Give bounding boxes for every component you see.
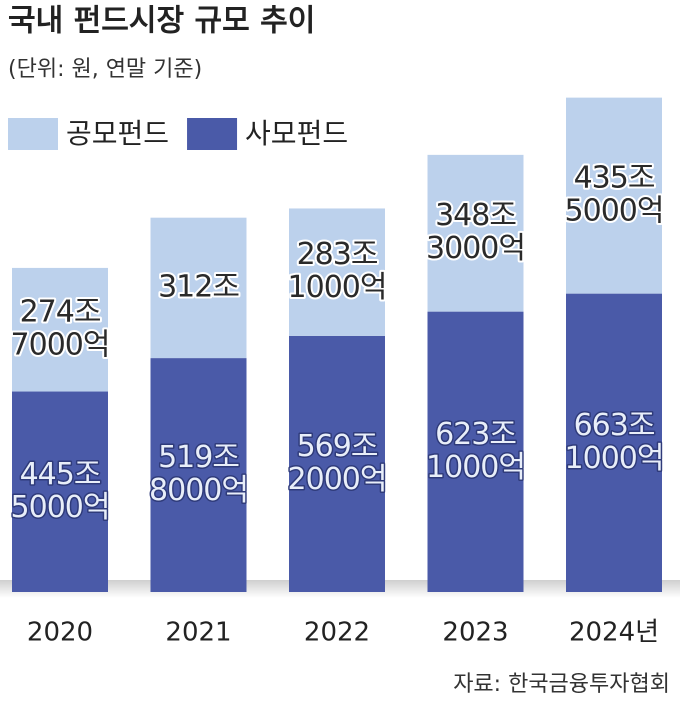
value-label: 445조 [20, 457, 101, 492]
source: 자료: 한국금융투자협회 [453, 672, 670, 697]
x-tick-label: 2022 [304, 618, 370, 648]
value-label: 274조 [20, 295, 101, 330]
bar-segment [12, 267, 108, 392]
x-tick-label: 2021 [165, 618, 231, 648]
value-label: 569조 [297, 429, 378, 464]
value-label: 5000억 [565, 194, 664, 229]
value-label: 519조 [158, 440, 239, 475]
value-label: 2000억 [288, 462, 387, 497]
value-label: 1000억 [565, 441, 664, 476]
value-label: 283조 [297, 237, 378, 272]
value-label: 7000억 [11, 328, 110, 363]
x-tick-label: 2024년 [569, 618, 659, 648]
bar-segment [427, 311, 524, 592]
bar-segment [427, 154, 524, 312]
value-label: 8000억 [149, 473, 248, 508]
legend-label: 사모펀드 [245, 117, 348, 150]
x-tick-label: 2020 [27, 618, 93, 648]
bar-segment [289, 335, 385, 592]
chart-subtitle: (단위: 원, 연말 기준) [8, 57, 202, 82]
chart-title: 국내 펀드시장 규모 추이 [8, 4, 315, 39]
bar-segment [12, 391, 108, 592]
bar-segment [150, 217, 247, 359]
value-label: 663조 [574, 408, 655, 443]
bar-segment [566, 97, 662, 294]
value-label: 312조 [158, 269, 239, 304]
value-label: 1000억 [426, 450, 525, 485]
value-label: 348조 [435, 198, 516, 233]
bar-segment [566, 293, 662, 592]
legend-swatch [187, 118, 238, 150]
legend-label: 공모펀드 [66, 117, 169, 150]
value-label: 5000억 [11, 490, 110, 525]
bar-segment [150, 358, 247, 592]
value-label: 3000억 [426, 231, 525, 266]
x-tick-label: 2023 [442, 618, 508, 648]
value-label: 435조 [574, 161, 655, 196]
value-label: 1000억 [288, 270, 387, 305]
legend-swatch [8, 118, 58, 150]
value-label: 623조 [435, 417, 516, 452]
bar-segment [289, 208, 385, 336]
